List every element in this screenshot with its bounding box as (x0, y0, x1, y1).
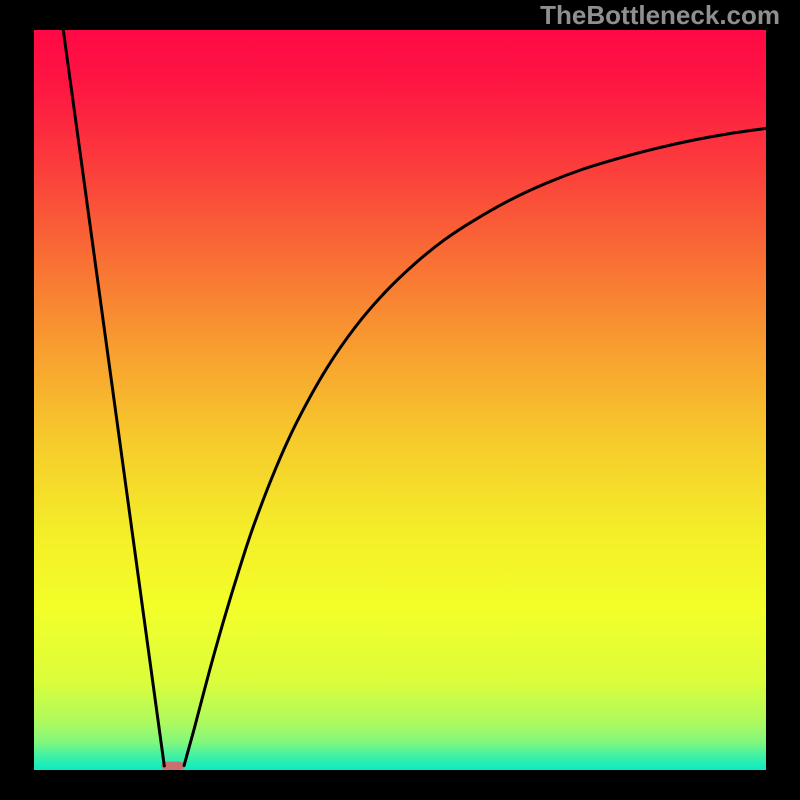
chart-stage: TheBottleneck.com (0, 0, 800, 800)
watermark-text: TheBottleneck.com (540, 0, 780, 31)
plot-svg (34, 30, 766, 770)
gradient-background (34, 30, 766, 770)
plot-area (34, 30, 766, 770)
